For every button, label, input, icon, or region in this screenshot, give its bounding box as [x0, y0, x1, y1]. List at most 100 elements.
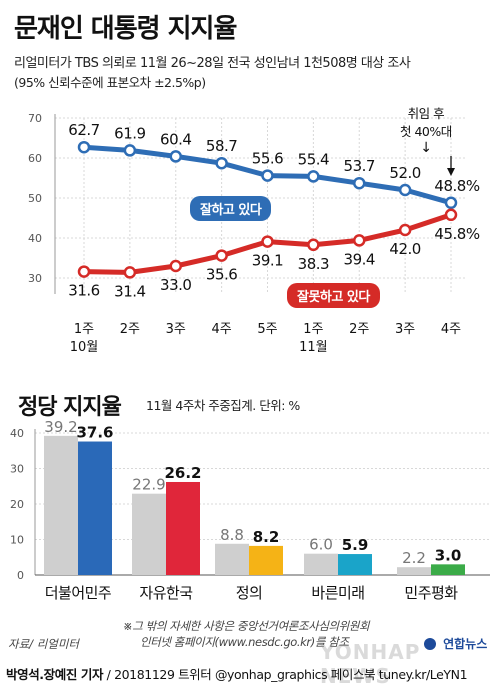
data-point — [307, 238, 320, 252]
y-tick-label: 70 — [28, 112, 42, 125]
x-tick-label: 2주 — [120, 322, 140, 337]
x-tick-label: 2주 — [349, 322, 369, 337]
data-label: 53.7 — [344, 157, 375, 175]
globe-icon — [424, 637, 436, 650]
data-label: 61.9 — [114, 124, 145, 142]
bar-category-label: 민주평화 — [404, 584, 458, 602]
data-label: 48.8% — [434, 177, 479, 195]
data-point — [215, 156, 228, 170]
annotation-arrow-head — [447, 168, 455, 176]
bar-current — [166, 481, 200, 575]
data-point — [398, 183, 412, 197]
bar-previous — [215, 543, 249, 575]
bar-previous-label: 6.0 — [309, 536, 333, 554]
watermark: YONHAP NEWS — [320, 640, 421, 688]
data-point — [307, 170, 320, 183]
credit-details: / 20181129 트위터 @yonhap_graphics 페이스북 tun… — [103, 667, 468, 682]
data-label: 42.0 — [389, 240, 420, 258]
bar-previous — [44, 435, 78, 575]
footnote-line2: 인터넷 홈페이지(www.nesdc.go.kr)를 참조 — [140, 635, 349, 649]
bar-previous — [397, 567, 431, 575]
y-tick-label: 50 — [28, 192, 42, 205]
data-point — [398, 223, 412, 237]
bar-current-label: 26.2 — [164, 464, 201, 482]
bar-current-label: 37.6 — [76, 424, 113, 442]
credit-authors: 박영석.장예진 기자 — [6, 667, 104, 682]
bar-previous-label: 2.2 — [402, 549, 426, 567]
y-tick-label: 60 — [28, 152, 42, 165]
yonhap-logo: 연합뉴스 — [424, 633, 487, 652]
data-label: 35.6 — [206, 266, 237, 284]
data-label: 58.7 — [206, 137, 237, 155]
series-line — [83, 212, 452, 275]
disapprove-callout: 잘못하고 있다 — [287, 283, 380, 308]
bar-previous — [304, 553, 338, 575]
x-tick-label: 4주 — [212, 322, 232, 337]
x-tick-label: 3주 — [395, 322, 415, 337]
data-point — [444, 208, 458, 222]
data-point — [215, 249, 228, 262]
x-tick-label: 5주 — [257, 322, 277, 337]
credit-line: 박영석.장예진 기자 / 20181129 트위터 @yonhap_graphi… — [6, 664, 468, 683]
tenure-annotation: 취임 후 첫 40%대 ↓ — [400, 105, 452, 155]
data-label: 55.4 — [298, 150, 329, 168]
tenure-note-line2: 첫 40%대 — [400, 124, 452, 139]
x-tick-label: 10월 — [70, 340, 99, 355]
bar-current-label: 8.2 — [253, 528, 280, 546]
bar-current — [249, 545, 283, 575]
bar-current-label: 3.0 — [435, 546, 462, 564]
data-label: 52.0 — [389, 164, 420, 182]
bar-current — [431, 564, 465, 575]
y-tick-label: 40 — [28, 232, 42, 245]
data-point — [444, 196, 458, 210]
data-label: 38.3 — [298, 255, 329, 273]
bar-previous — [132, 493, 166, 575]
x-tick-label: 11월 — [299, 340, 328, 355]
bar-y-tick-label: 0 — [17, 569, 24, 582]
x-tick-label: 3주 — [166, 322, 186, 337]
data-point — [261, 235, 274, 248]
data-point — [77, 140, 91, 154]
x-tick-label: 1주 — [303, 322, 323, 337]
logo-text: 연합뉴스 — [443, 637, 488, 651]
data-label: 60.4 — [160, 130, 191, 148]
data-label: 31.6 — [68, 282, 99, 300]
margin-of-error-note: (95% 신뢰수준에 표본오차 ±2.5%p) — [14, 75, 206, 90]
source-note: 자료/ 리얼미터 — [8, 637, 80, 651]
approve-callout: 잘하고 있다 — [190, 196, 272, 221]
bar-category-label: 자유한국 — [139, 584, 193, 602]
bar-current — [338, 554, 372, 575]
data-label: 39.4 — [344, 250, 375, 268]
data-point — [123, 144, 137, 157]
bar-category-label: 바른미래 — [311, 584, 364, 602]
bar-previous-label: 22.9 — [132, 476, 165, 494]
footnote-line1: ※그 밖의 자세한 사항은 중앙선거여론조사심의위원회 — [123, 619, 370, 633]
data-point — [123, 266, 137, 279]
survey-description: 리얼미터가 TBS 의뢰로 11월 26~28일 전국 성인남녀 1천508명 … — [14, 56, 411, 71]
data-point — [353, 234, 366, 247]
data-label: 55.6 — [252, 150, 283, 168]
bar-y-tick-label: 20 — [10, 498, 24, 511]
bar-category-label: 더불어민주 — [45, 584, 112, 602]
data-label: 31.4 — [114, 282, 145, 300]
data-label: 45.8% — [434, 225, 479, 243]
data-point — [353, 176, 366, 190]
tenure-note-line1: 취임 후 — [407, 106, 445, 121]
data-label: 39.1 — [252, 252, 283, 270]
series-line — [83, 144, 452, 206]
bar-current — [78, 441, 112, 575]
bar-y-tick-label: 30 — [10, 463, 24, 476]
bar-current-label: 5.9 — [342, 536, 369, 554]
x-tick-label: 4주 — [441, 322, 461, 337]
data-point — [261, 169, 274, 182]
down-arrow-icon: ↓ — [420, 140, 432, 156]
bar-previous-label: 8.8 — [220, 526, 244, 544]
data-point — [169, 150, 182, 163]
data-label: 62.7 — [68, 121, 99, 139]
y-tick-label: 30 — [28, 272, 42, 285]
page-title: 문재인 대통령 지지율 — [14, 14, 237, 44]
bar-category-label: 정의 — [236, 584, 263, 602]
data-label: 33.0 — [160, 276, 191, 294]
